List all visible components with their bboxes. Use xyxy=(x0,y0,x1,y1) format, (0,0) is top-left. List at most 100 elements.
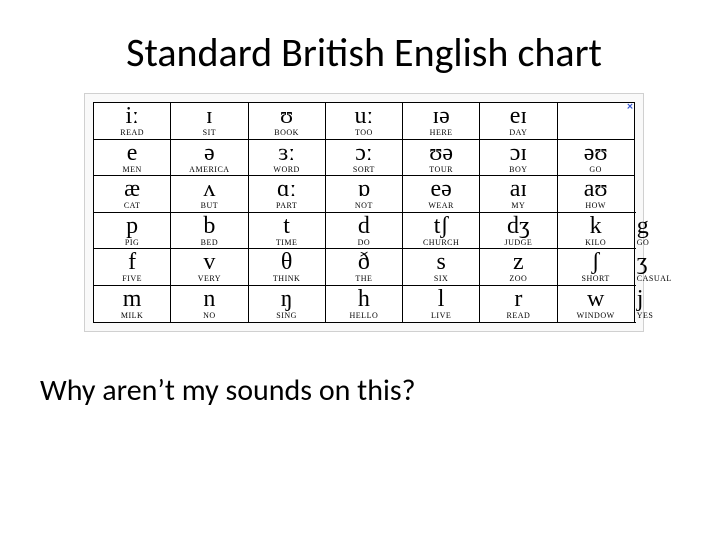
phoneme-cell: wWINDOW xyxy=(557,285,634,322)
phoneme-symbol: f xyxy=(96,250,168,274)
example-word: MEN xyxy=(96,165,168,175)
phoneme-symbol: z xyxy=(482,250,554,274)
phoneme-cell: lLIVE xyxy=(403,285,480,322)
phoneme-cell: sSIX xyxy=(403,249,480,286)
phoneme-cell: vVERY xyxy=(171,249,248,286)
phoneme-symbol: ɒ xyxy=(328,177,400,201)
phoneme-cell: fFIVE xyxy=(94,249,171,286)
table-row: æCATʌBUTɑːPARTɒNOTeəWEARaɪMYaʊHOW xyxy=(94,176,635,213)
phoneme-cell: θTHINK xyxy=(248,249,325,286)
phoneme-symbol: h xyxy=(328,287,400,311)
phoneme-symbol: m xyxy=(96,287,168,311)
example-word: BUT xyxy=(173,201,245,211)
phoneme-symbol: ð xyxy=(328,250,400,274)
phoneme-cell: ʌBUT xyxy=(171,176,248,213)
close-icon[interactable]: × xyxy=(627,100,633,114)
phoneme-cell: ʊBOOK xyxy=(248,103,325,140)
phoneme-symbol: ɔː xyxy=(328,141,400,165)
example-word: GO xyxy=(560,165,632,175)
example-word: TOUR xyxy=(405,165,477,175)
phoneme-symbol: d xyxy=(328,214,400,238)
phoneme-symbol: ʊ xyxy=(251,104,323,128)
example-word: ZOO xyxy=(482,274,554,284)
phoneme-symbol: eɪ xyxy=(482,104,554,128)
phoneme-symbol: ɔɪ xyxy=(482,141,554,165)
phoneme-cell: bBED xyxy=(171,212,248,249)
example-word: BED xyxy=(173,238,245,248)
example-word: SING xyxy=(251,311,323,321)
example-word: BOOK xyxy=(251,128,323,138)
phoneme-symbol: ʌ xyxy=(173,177,245,201)
example-word: SIT xyxy=(173,128,245,138)
example-word: SHORT xyxy=(560,274,632,284)
phoneme-cell: ŋSING xyxy=(248,285,325,322)
phoneme-symbol: s xyxy=(405,250,477,274)
phoneme-cell: ɑːPART xyxy=(248,176,325,213)
phoneme-symbol: t xyxy=(251,214,323,238)
example-word: LIVE xyxy=(405,311,477,321)
phoneme-cell: kKILO xyxy=(557,212,634,249)
phoneme-cell: tTIME xyxy=(248,212,325,249)
phoneme-cell xyxy=(557,103,634,140)
example-word: JUDGE xyxy=(482,238,554,248)
phoneme-cell: eɪDAY xyxy=(480,103,557,140)
phoneme-symbol: uː xyxy=(328,104,400,128)
phoneme-symbol: e xyxy=(96,141,168,165)
phonetic-table: iːREADɪSITʊBOOKuːTOOɪəHEREeɪDAY eMENəAME… xyxy=(93,102,635,323)
question-text: Why aren’t my sounds on this? xyxy=(40,372,688,409)
phoneme-symbol xyxy=(560,104,632,128)
example-word: WEAR xyxy=(405,201,477,211)
example-word: HELLO xyxy=(328,311,400,321)
phoneme-cell: əAMERICA xyxy=(171,139,248,176)
phoneme-symbol: b xyxy=(173,214,245,238)
phonetic-chart: × iːREADɪSITʊBOOKuːTOOɪəHEREeɪDAY eMENəA… xyxy=(84,93,644,332)
phoneme-cell: ʃSHORT xyxy=(557,249,634,286)
table-row: iːREADɪSITʊBOOKuːTOOɪəHEREeɪDAY xyxy=(94,103,635,140)
phoneme-cell: æCAT xyxy=(94,176,171,213)
phoneme-symbol: ʃ xyxy=(560,250,632,274)
phoneme-symbol: tʃ xyxy=(405,214,477,238)
example-word: NO xyxy=(173,311,245,321)
phoneme-cell: nNO xyxy=(171,285,248,322)
example-word: TOO xyxy=(328,128,400,138)
phoneme-cell: ɜːWORD xyxy=(248,139,325,176)
example-word: AMERICA xyxy=(173,165,245,175)
phoneme-cell: ðTHE xyxy=(325,249,402,286)
phoneme-cell: əʊGO xyxy=(557,139,634,176)
phoneme-cell: eəWEAR xyxy=(403,176,480,213)
phoneme-symbol: aɪ xyxy=(482,177,554,201)
example-word: SORT xyxy=(328,165,400,175)
example-word: CAT xyxy=(96,201,168,211)
example-word: DO xyxy=(328,238,400,248)
phoneme-cell: ʊəTOUR xyxy=(403,139,480,176)
phoneme-symbol: ŋ xyxy=(251,287,323,311)
example-word: MY xyxy=(482,201,554,211)
phoneme-cell: uːTOO xyxy=(325,103,402,140)
phoneme-cell: dDO xyxy=(325,212,402,249)
phoneme-cell: pPIG xyxy=(94,212,171,249)
phoneme-symbol: k xyxy=(560,214,632,238)
phoneme-cell: hHELLO xyxy=(325,285,402,322)
phoneme-symbol: dʒ xyxy=(482,214,554,238)
phoneme-symbol: ɪə xyxy=(405,104,477,128)
phoneme-symbol: ə xyxy=(173,141,245,165)
example-word: CHURCH xyxy=(405,238,477,248)
phoneme-symbol: ɑː xyxy=(251,177,323,201)
slide: Standard British English chart × iːREADɪ… xyxy=(0,0,728,546)
example-word: DAY xyxy=(482,128,554,138)
example-word: READ xyxy=(96,128,168,138)
phoneme-symbol: θ xyxy=(251,250,323,274)
phoneme-cell: dʒJUDGE xyxy=(480,212,557,249)
phoneme-symbol: iː xyxy=(96,104,168,128)
table-row: mMILKnNOŋSINGhHELLOlLIVErREADwWINDOWjYES xyxy=(94,285,635,322)
example-word: MILK xyxy=(96,311,168,321)
example-word: THE xyxy=(328,274,400,284)
example-word: PART xyxy=(251,201,323,211)
phoneme-cell: aɪMY xyxy=(480,176,557,213)
table-row: eMENəAMERICAɜːWORDɔːSORTʊəTOURɔɪBOYəʊGO xyxy=(94,139,635,176)
example-word: HERE xyxy=(405,128,477,138)
phoneme-symbol: n xyxy=(173,287,245,311)
phoneme-symbol: v xyxy=(173,250,245,274)
phoneme-symbol: ʊə xyxy=(405,141,477,165)
phoneme-symbol: aʊ xyxy=(560,177,632,201)
